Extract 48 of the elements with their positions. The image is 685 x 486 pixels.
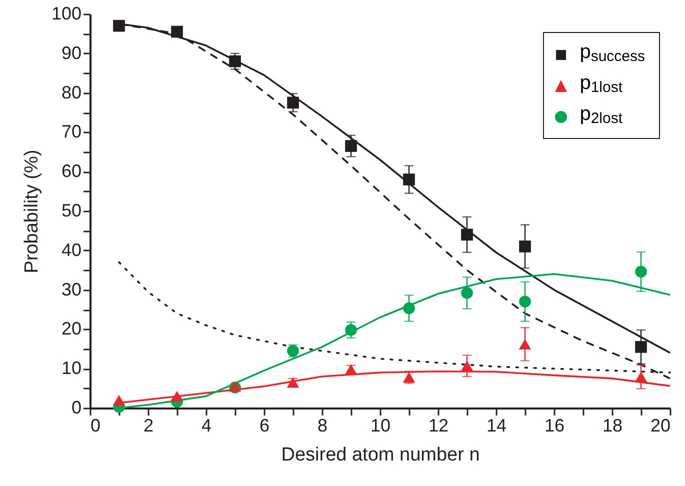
point	[112, 394, 126, 406]
y-tick-label: 20	[61, 318, 82, 339]
x-tick-label: 16	[544, 416, 565, 436]
point	[113, 20, 125, 32]
x-tick-label: 8	[317, 416, 328, 436]
legend-label: p$_{1lost}$	[580, 71, 622, 98]
point	[170, 390, 184, 402]
point	[461, 287, 473, 299]
y-tick-label: 80	[61, 82, 82, 102]
point	[519, 240, 531, 252]
point	[518, 338, 532, 350]
y-tick-label: 0	[71, 398, 82, 418]
y-tick-label: 30	[61, 279, 82, 300]
x-tick-label: 6	[259, 416, 270, 436]
y-tick-label: 40	[61, 240, 82, 260]
point	[635, 341, 647, 353]
x-tick-label: 0	[90, 416, 101, 436]
legend-label: p$_{success}$	[580, 40, 645, 67]
y-tick-label: 100	[51, 4, 82, 24]
point	[635, 266, 647, 278]
y-tick-label: 50	[61, 200, 82, 220]
point	[345, 140, 357, 152]
point	[634, 372, 648, 382]
y-tick-label: 60	[61, 161, 82, 182]
x-tick-label: 20	[650, 416, 670, 436]
y-tick-label: 70	[61, 122, 82, 142]
y-axis-title: Probability (%)	[21, 150, 42, 274]
x-tick-label: 14	[486, 416, 507, 436]
point	[403, 302, 415, 314]
point	[403, 174, 415, 186]
legend-label: p$_{2lost}$	[580, 102, 622, 129]
x-axis-title: Desired atom number n	[281, 444, 480, 466]
point	[229, 55, 241, 68]
x-tick-label: 2	[143, 416, 154, 436]
y-tick-label: 90	[61, 42, 82, 63]
point	[519, 296, 531, 308]
point	[171, 26, 183, 38]
x-tick-label: 10	[370, 416, 391, 436]
x-tick-label: 4	[201, 416, 212, 436]
x-tick-label: 18	[602, 416, 623, 436]
x-tick-label: 12	[428, 416, 449, 436]
point	[286, 377, 300, 388]
point	[287, 96, 299, 109]
point	[460, 360, 474, 372]
y-tick-label: 10	[61, 358, 82, 378]
point	[344, 364, 358, 375]
point	[461, 228, 473, 241]
point	[345, 324, 357, 336]
